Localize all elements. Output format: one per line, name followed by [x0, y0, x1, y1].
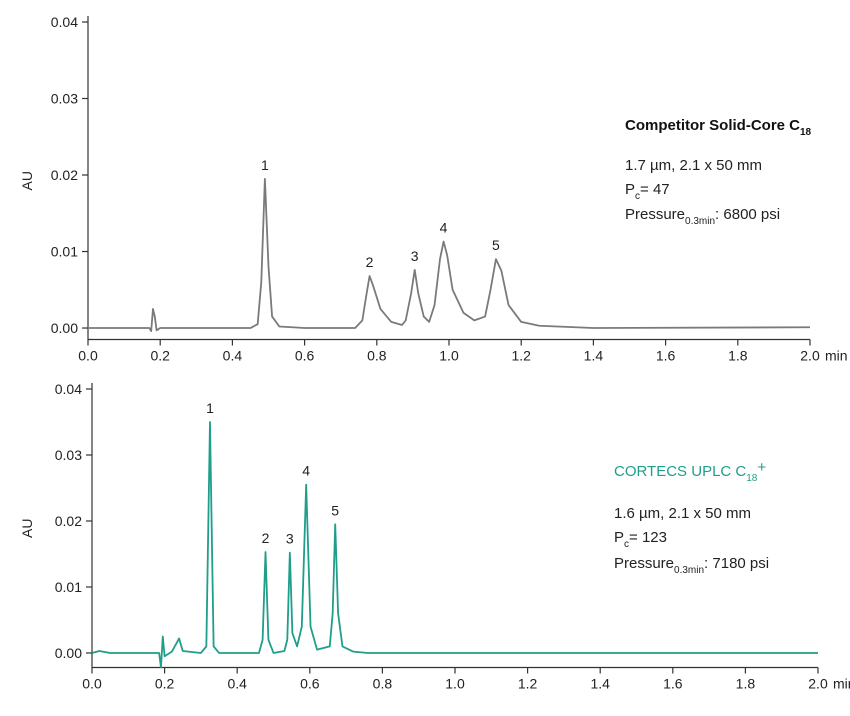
- info-part: P: [614, 529, 624, 546]
- x-tick-label: 1.8: [728, 348, 748, 364]
- peak-label: 2: [262, 530, 270, 546]
- series-title-part: CORTECS UPLC C: [614, 463, 746, 480]
- y-tick-label: 0.00: [51, 320, 78, 336]
- info-part: 1.7 µm, 2.1 x 50 mm: [625, 157, 762, 174]
- info-part: Pressure: [614, 555, 674, 572]
- y-tick-label: 0.03: [55, 447, 82, 463]
- peak-label: 3: [411, 248, 419, 264]
- info-part: P: [625, 181, 635, 198]
- x-tick-label: 0.8: [367, 348, 387, 364]
- x-tick-label: 0.2: [150, 348, 170, 364]
- peak-label: 4: [302, 463, 310, 479]
- info-line: Pressure0.3min: 6800 psi: [625, 206, 780, 227]
- y-tick-label: 0.01: [55, 579, 82, 595]
- peak-label: 5: [492, 237, 500, 253]
- x-tick-label: 1.0: [445, 676, 465, 692]
- x-tick-label: 1.6: [656, 348, 676, 364]
- peak-label: 4: [440, 220, 448, 236]
- info-part: 0.3min: [685, 216, 715, 227]
- x-tick-label: 0.4: [223, 348, 243, 364]
- info-part: Pressure: [625, 206, 685, 223]
- x-tick-label: 0.6: [295, 348, 315, 364]
- x-tick-label: 1.2: [511, 348, 531, 364]
- info-part: c: [635, 191, 640, 202]
- series-title-part: Competitor Solid-Core C: [625, 117, 800, 134]
- series-title-part: 18: [800, 127, 812, 138]
- chromatogram-line: [88, 177, 811, 332]
- x-tick-label: 0.0: [78, 348, 98, 364]
- x-tick-label: 0.6: [300, 676, 320, 692]
- x-tick-label: 0.8: [373, 676, 393, 692]
- info-line: Pressure0.3min: 7180 psi: [614, 555, 769, 576]
- y-tick-label: 0.02: [51, 167, 78, 183]
- x-tick-label: 0.2: [155, 676, 175, 692]
- info-part: = 123: [629, 529, 667, 546]
- x-tick-label: 1.4: [590, 676, 610, 692]
- peak-label: 1: [206, 400, 214, 416]
- info-line: Pc= 123: [614, 529, 667, 550]
- peak-label: 1: [261, 157, 269, 173]
- x-tick-label: 1.6: [663, 676, 683, 692]
- y-tick-label: 0.01: [51, 244, 78, 260]
- y-tick-label: 0.00: [55, 645, 82, 661]
- info-line: 1.6 µm, 2.1 x 50 mm: [614, 505, 751, 522]
- info-part: 1.6 µm, 2.1 x 50 mm: [614, 505, 751, 522]
- info-line: Pc= 47: [625, 181, 670, 202]
- x-tick-label: 2.0: [800, 348, 820, 364]
- info-part: 0.3min: [674, 565, 704, 576]
- y-axis-label: AU: [19, 171, 35, 190]
- x-tick-label: 2.0: [808, 676, 828, 692]
- x-axis-unit: min: [825, 348, 848, 364]
- y-axis-label: AU: [19, 519, 35, 538]
- panel: 0.00 0.01 0.02 0.03 0.04 0.0 0.2 0.4 0.6 0.8 1.0 1.…: [19, 14, 848, 364]
- x-axis-unit: min: [833, 676, 850, 692]
- peak-label: 5: [331, 502, 339, 518]
- peak-label: 2: [366, 254, 374, 270]
- series-title-part: +: [757, 459, 766, 476]
- info-line: 1.7 µm, 2.1 x 50 mm: [625, 157, 762, 174]
- series-title: Competitor Solid-Core C18: [625, 117, 812, 138]
- y-tick-label: 0.04: [51, 14, 78, 30]
- y-tick-label: 0.03: [51, 91, 78, 107]
- series-title: CORTECS UPLC C18+: [614, 459, 766, 484]
- info-part: c: [624, 539, 629, 550]
- y-tick-label: 0.04: [55, 381, 82, 397]
- info-part: = 47: [640, 181, 670, 198]
- x-tick-label: 0.0: [82, 676, 102, 692]
- info-part: : 7180 psi: [704, 555, 769, 572]
- x-tick-label: 1.2: [518, 676, 538, 692]
- info-part: : 6800 psi: [715, 206, 780, 223]
- x-tick-label: 0.4: [227, 676, 247, 692]
- x-tick-label: 1.0: [439, 348, 459, 364]
- peak-label: 3: [286, 531, 294, 547]
- x-tick-label: 1.4: [584, 348, 604, 364]
- series-title-part: 18: [746, 473, 758, 484]
- panel: 0.00 0.01 0.02 0.03 0.04 0.0 0.2 0.4 0.6 0.8 1.0 1.…: [19, 381, 850, 692]
- x-tick-label: 1.8: [736, 676, 756, 692]
- chromatogram-line: [91, 421, 818, 669]
- y-tick-label: 0.02: [55, 513, 82, 529]
